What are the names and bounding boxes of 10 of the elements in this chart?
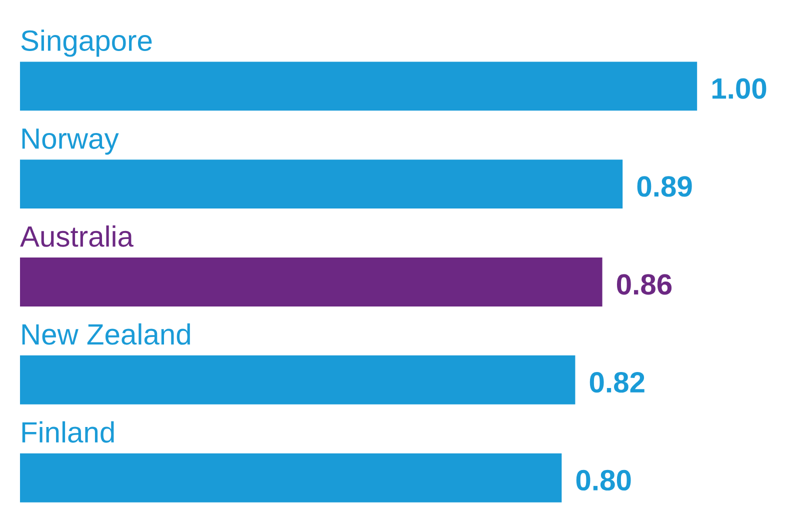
data-label: 1.00: [712, 78, 766, 99]
data-label: 0.86: [616, 274, 672, 295]
y-tick-label: New Zealand: [22, 323, 190, 345]
data-label: 0.80: [576, 470, 631, 491]
data-label: 0.82: [590, 372, 644, 393]
data-label: 0.89: [637, 176, 692, 197]
y-tick-label: Norway: [22, 128, 119, 155]
y-tick-label: Singapore: [21, 30, 152, 57]
y-tick-label: Australia: [20, 225, 134, 247]
y-tick-label: Finland: [22, 421, 114, 443]
